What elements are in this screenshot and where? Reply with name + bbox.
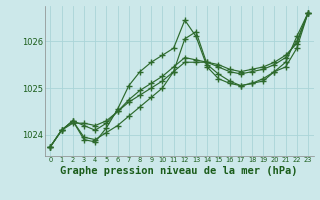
X-axis label: Graphe pression niveau de la mer (hPa): Graphe pression niveau de la mer (hPa): [60, 166, 298, 176]
